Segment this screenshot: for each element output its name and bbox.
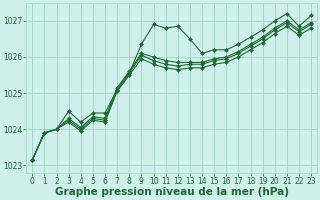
X-axis label: Graphe pression niveau de la mer (hPa): Graphe pression niveau de la mer (hPa) (55, 187, 289, 197)
